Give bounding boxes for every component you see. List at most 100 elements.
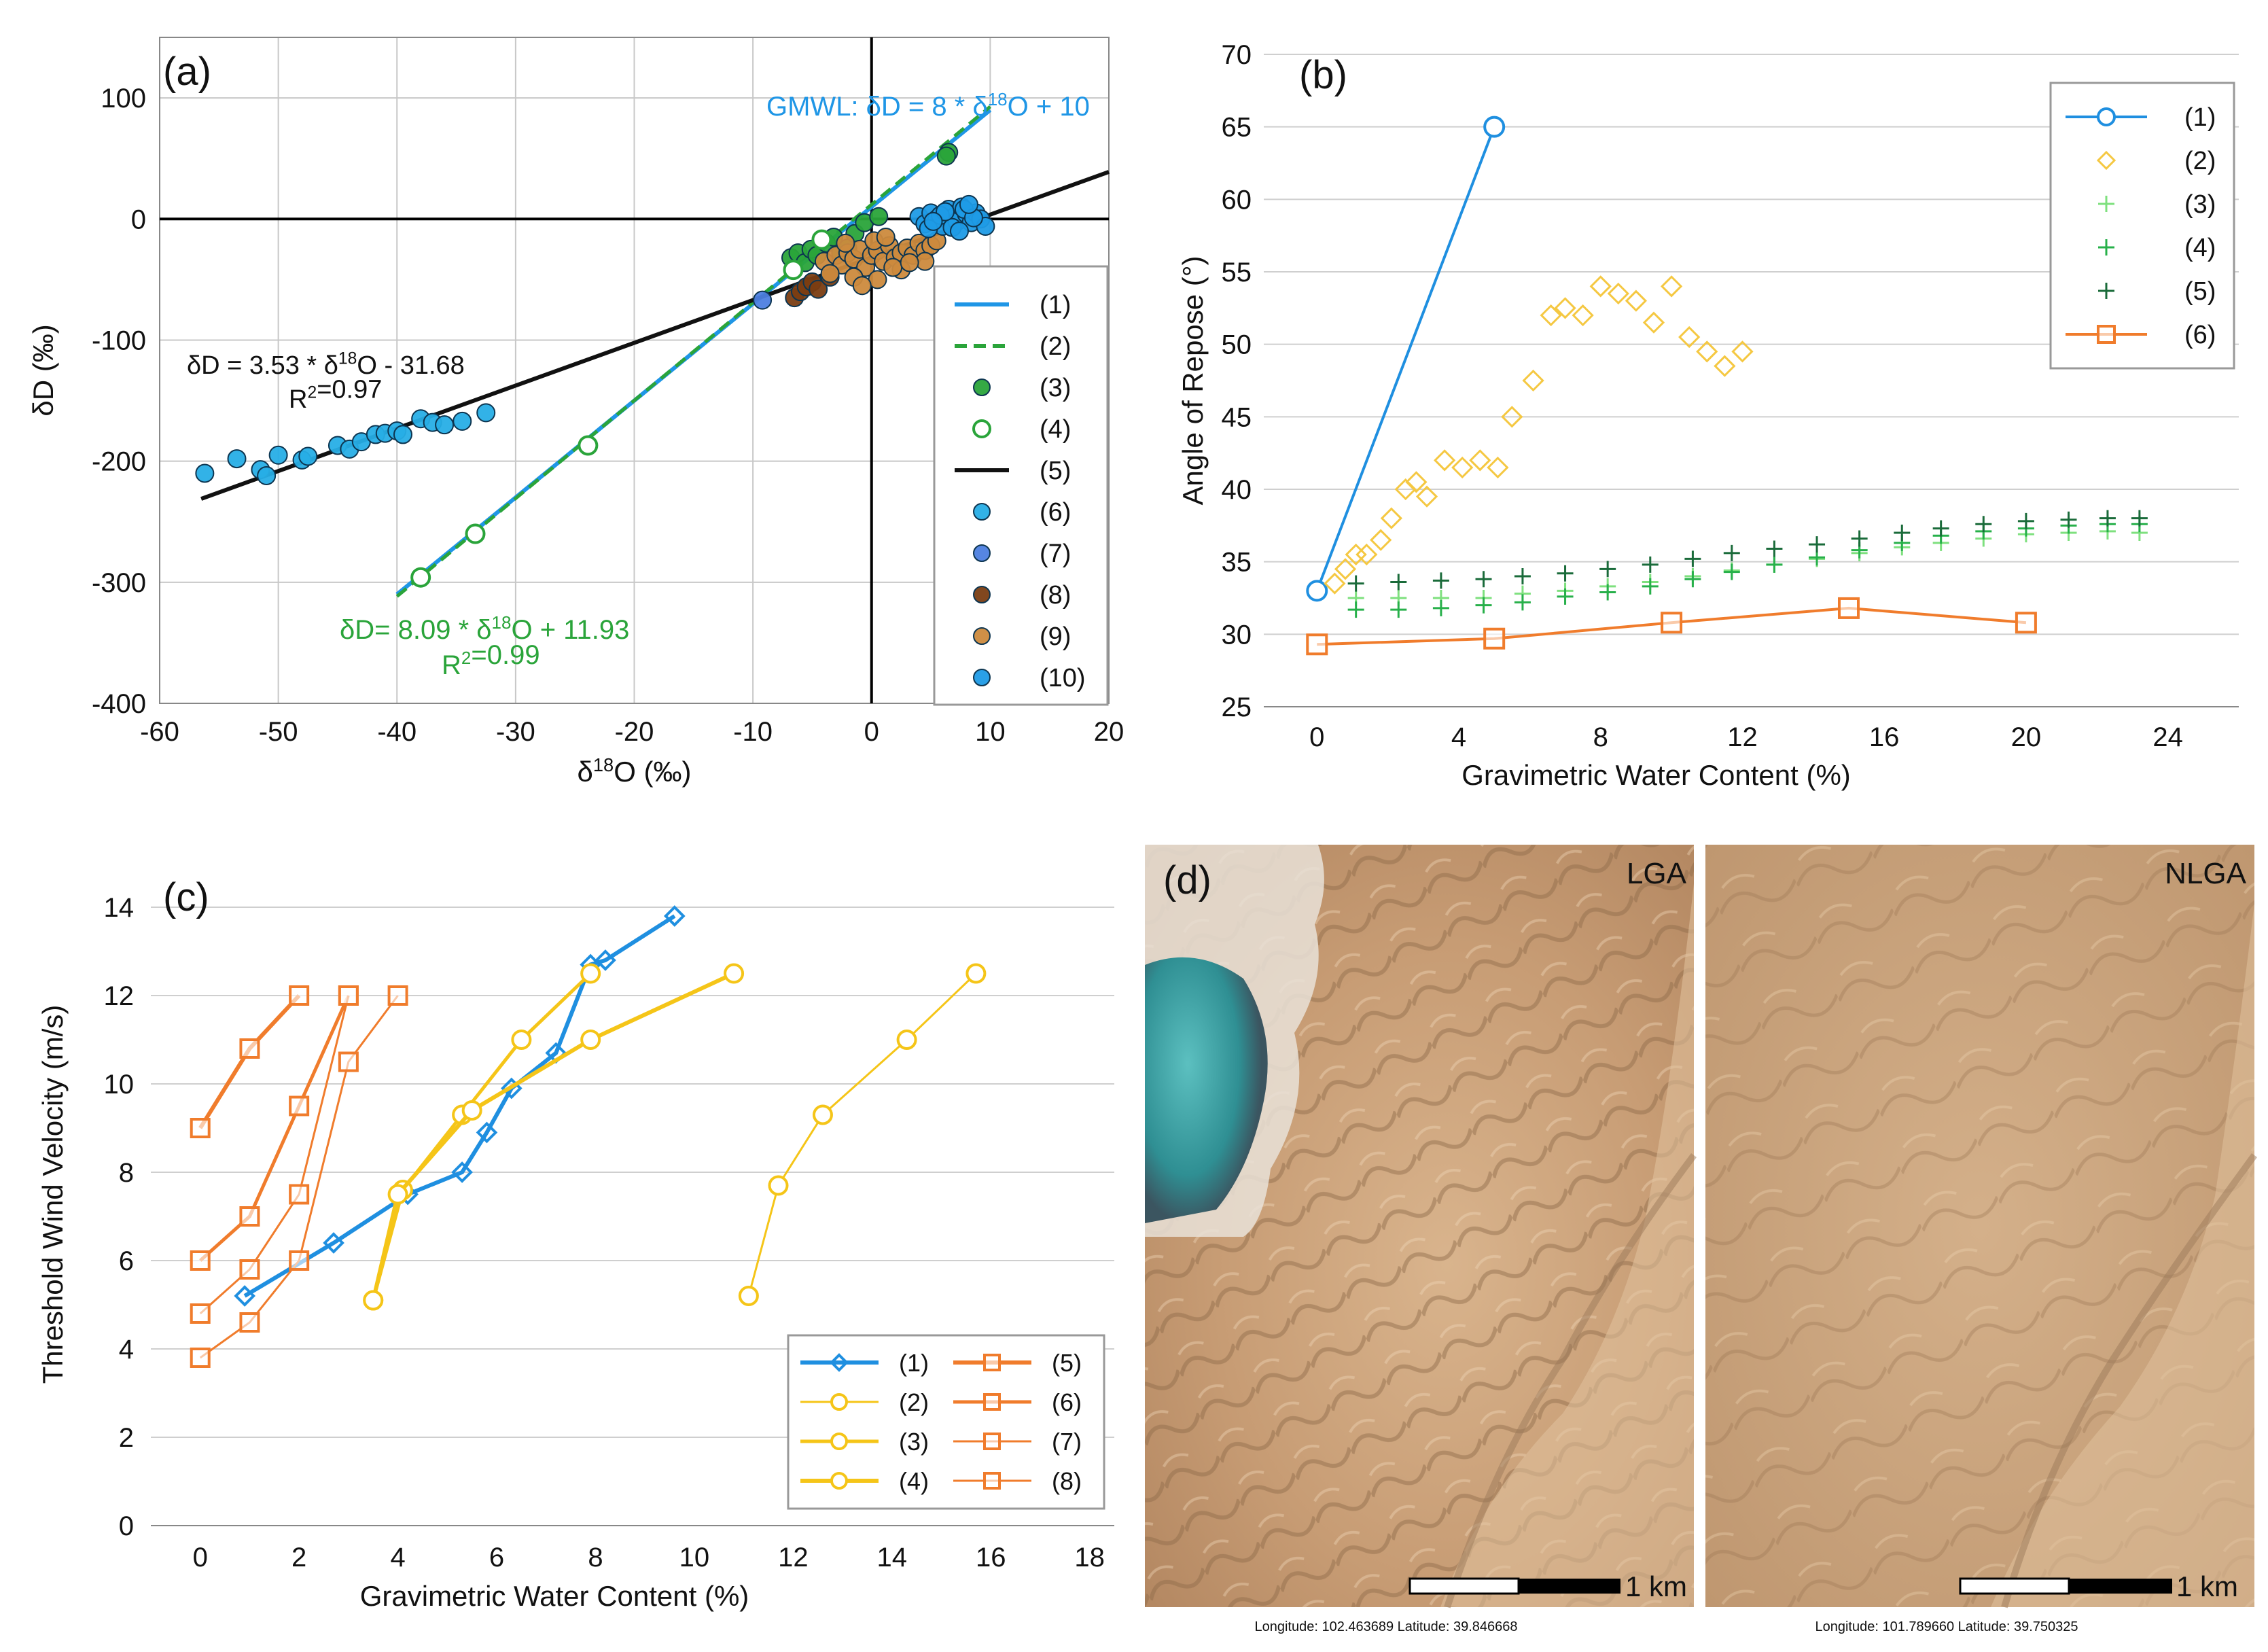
legend-swatch (2098, 196, 2114, 212)
data-point (190, 1348, 211, 1368)
data-point (234, 1285, 255, 1307)
legend-swatch (973, 379, 991, 396)
data-point (1469, 449, 1491, 472)
x-tick-label: 6 (489, 1543, 504, 1572)
series-line (395, 105, 991, 598)
legend-label: (2) (899, 1388, 929, 1416)
x-tick-label: 4 (1451, 722, 1466, 752)
gmwl-equation: GMWL: δD = 8 * δ18O + 10 (766, 89, 1090, 122)
legend-swatch (973, 503, 991, 521)
data-point (1483, 627, 1506, 650)
legend-box (2049, 82, 2235, 370)
series-10 (909, 194, 995, 241)
legend-label: (6) (1052, 1388, 1082, 1416)
legend-label: (2) (2184, 147, 2216, 175)
x-tick-label: 24 (2152, 722, 2183, 752)
legend-a: (1) (2) (3) (4) (5) (6) (7) (8) (9) (10) (933, 265, 1109, 706)
x-tick-label: 20 (2011, 722, 2042, 752)
y-tick-label: 0 (119, 1511, 134, 1541)
x-tick-label: 2 (291, 1543, 306, 1572)
legend-swatch (983, 1354, 1001, 1371)
series-line (198, 994, 301, 1129)
data-point (363, 1290, 384, 1311)
data-point (1415, 485, 1438, 508)
data-point (753, 290, 773, 310)
x-tick-label: -20 (615, 717, 654, 747)
data-point (239, 1312, 260, 1333)
y-tick-label: 25 (1222, 692, 1252, 722)
plot-frame (159, 37, 1110, 704)
data-point (393, 425, 412, 444)
y-axis-label: δD (‰) (27, 324, 59, 416)
series-line (1315, 126, 1496, 592)
data-point (1625, 289, 1648, 312)
series-6 (195, 403, 496, 486)
series-7 (190, 985, 359, 1324)
x-axis-label: δ18O (‰) (577, 754, 691, 788)
x-axis-label: Gravimetric Water Content (%) (360, 1580, 749, 1612)
data-point (1432, 599, 1449, 616)
nlga-coords: Longitude: 101.789660 Latitude: 39.75032… (1815, 1619, 2078, 1634)
series-line (199, 995, 350, 1315)
legend-label: (1) (2184, 103, 2216, 132)
data-point (190, 1250, 211, 1271)
data-point (580, 1030, 601, 1050)
data-point (190, 1303, 211, 1324)
data-point (289, 1095, 310, 1117)
x-tick-label: 4 (390, 1543, 405, 1572)
legend-swatch (2096, 150, 2116, 171)
data-point (227, 449, 247, 469)
data-point (476, 403, 496, 423)
data-point (1356, 543, 1378, 566)
data-point (852, 276, 872, 296)
data-point (453, 411, 472, 431)
y-axis-label: Angle of Repose (°) (1177, 256, 1209, 506)
y-tick-label: 30 (1222, 620, 1252, 650)
data-point (1642, 311, 1665, 334)
data-point (289, 1184, 310, 1205)
y-tick-label: 60 (1222, 185, 1252, 215)
line5-equation: δD = 3.53 * δ18O - 31.68 (187, 350, 465, 380)
data-point (1306, 580, 1328, 602)
series-7 (753, 290, 773, 310)
data-point (1432, 572, 1449, 589)
x-tick-label: -50 (259, 717, 298, 747)
data-point (883, 258, 903, 277)
panel-c-chart: 0 2 4 6 8 10 12 14 16 18 14 12 10 8 6 4 2 0 Gravimetric Wa… (37, 875, 1114, 1612)
y-tick-label: 40 (1222, 475, 1252, 505)
data-point (1514, 594, 1531, 611)
data-point (1390, 574, 1407, 591)
data-point (257, 466, 277, 486)
legend-label: (5) (1040, 457, 1071, 485)
legend-label: (3) (899, 1428, 929, 1456)
line2-r2: R2=0.99 (442, 640, 540, 680)
series-1 (1306, 116, 1506, 602)
y-tick-label: -400 (92, 689, 146, 719)
data-point (289, 985, 310, 1006)
x-tick-label: 8 (588, 1543, 603, 1572)
panel-a-chart: -60 -50 -40 -30 -20 -10 0 10 201000-100-200-300-… (27, 37, 1124, 788)
x-tick-label: 10 (975, 717, 1006, 747)
y-tick-label: 8 (119, 1158, 134, 1188)
legend-swatch (973, 627, 991, 645)
data-point (1501, 406, 1523, 428)
x-tick-label: 16 (1869, 722, 1900, 752)
series-9 (814, 228, 946, 296)
legend-swatch (830, 1353, 849, 1372)
data-point (836, 233, 855, 253)
panel-d-imagery: (d) LGA NLGA 1 km 1 km Longitude: 102.46… (1145, 845, 2258, 1634)
data-point (1838, 597, 1860, 619)
data-point (809, 279, 828, 299)
data-point (1347, 575, 1364, 592)
data-point (869, 207, 889, 226)
data-point (1554, 297, 1576, 319)
data-point (2099, 510, 2116, 527)
data-point (1345, 543, 1367, 566)
legend-swatch (973, 544, 991, 562)
data-point (900, 253, 919, 273)
series-5 (190, 985, 310, 1138)
x-tick-label: -30 (496, 717, 535, 747)
series-2 (738, 963, 987, 1306)
panel-a-label: (a) (163, 50, 211, 94)
